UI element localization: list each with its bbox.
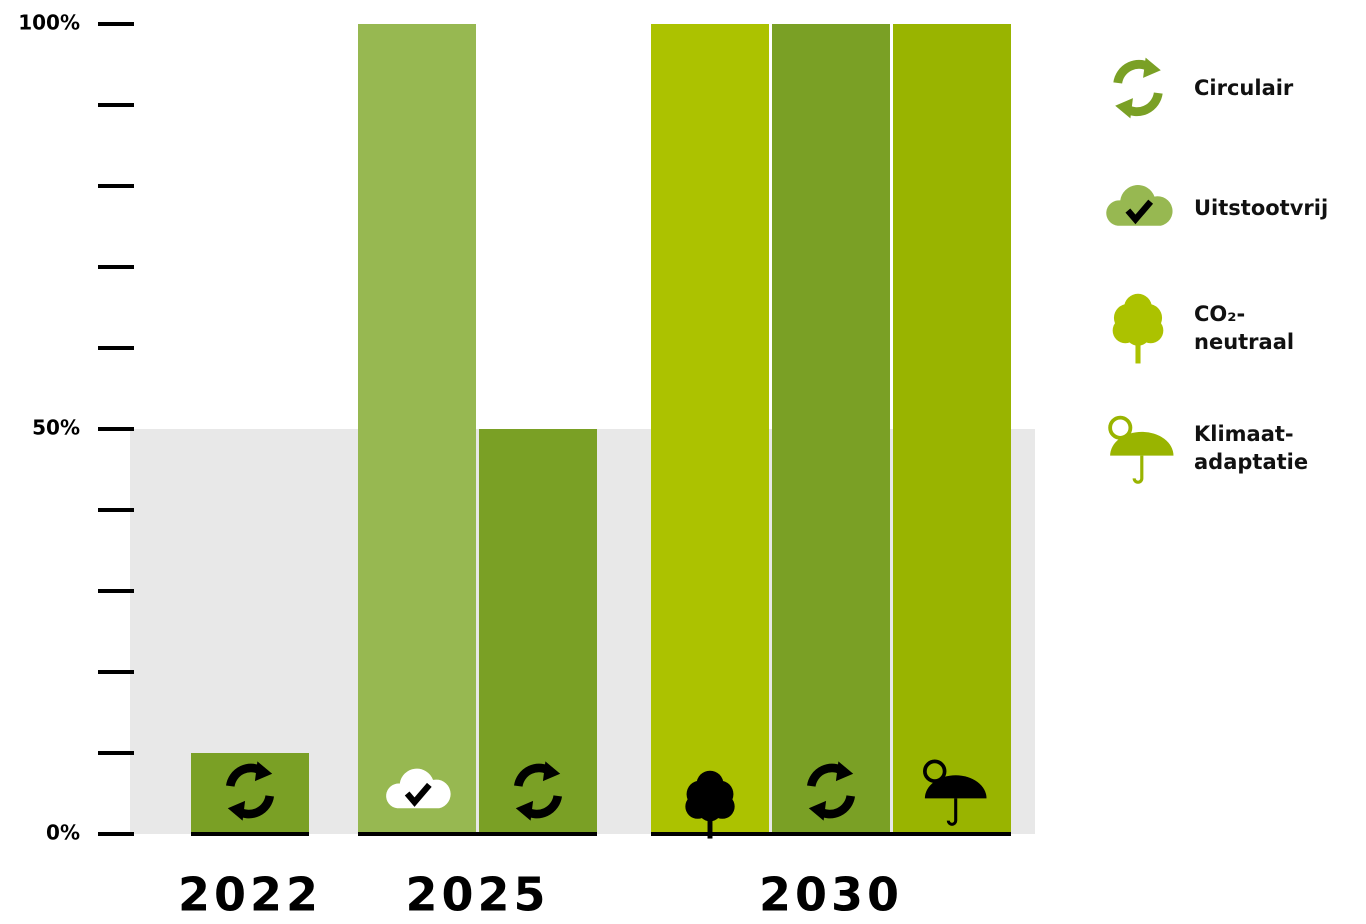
legend-item: CO₂-neutraal — [1100, 268, 1344, 388]
legend-label: Klimaat-adaptatie — [1194, 420, 1304, 476]
legend-icon — [1100, 170, 1176, 246]
legend-icon — [1100, 290, 1176, 366]
legend-item: Circulair — [1100, 28, 1344, 148]
legend-icon — [1100, 50, 1176, 126]
x-tick-label: 2030 — [759, 868, 903, 922]
bar — [772, 24, 890, 834]
legend-item: Uitstootvrij — [1100, 148, 1344, 268]
x-tick-label: 2025 — [405, 868, 549, 922]
bar — [358, 24, 476, 834]
legend-icon — [1100, 410, 1176, 486]
legend-label: CO₂-neutraal — [1194, 300, 1344, 356]
legend: Uitstootvrij CO₂-neutraal Circulair Klimaat… — [1100, 28, 1344, 508]
bar — [651, 24, 769, 834]
y-tick-label: 50% — [32, 416, 80, 440]
bar — [893, 24, 1011, 834]
bar — [479, 429, 597, 834]
page: 0% 50% 100% 2022 2025 2030 Uitstootvrij CO₂-ne… — [0, 0, 1366, 924]
legend-label: Circulair — [1194, 74, 1344, 102]
legend-item: Klimaat-adaptatie — [1100, 388, 1344, 508]
y-tick-label: 100% — [18, 11, 80, 35]
legend-label: Uitstootvrij — [1194, 194, 1344, 222]
y-tick-label: 0% — [46, 821, 80, 845]
x-tick-label: 2022 — [178, 868, 322, 922]
